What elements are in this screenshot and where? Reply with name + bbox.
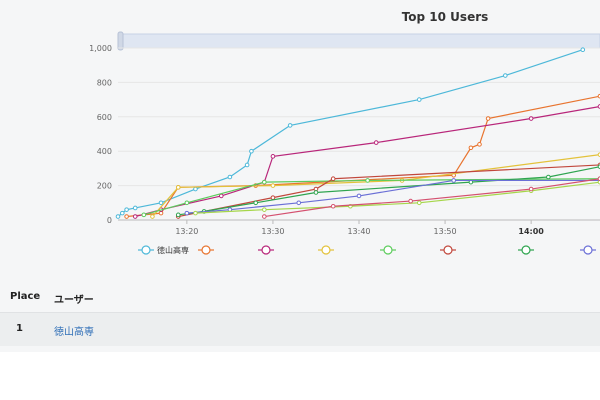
y-tick-label: 600: [97, 113, 112, 122]
data-point: [249, 148, 254, 154]
y-tick-label: 1,000: [89, 44, 112, 53]
data-point: [330, 176, 336, 182]
data-point: [124, 214, 129, 219]
data-point: [485, 116, 491, 121]
series-line: [126, 95, 600, 218]
data-point: [416, 200, 422, 206]
data-point: [124, 207, 129, 212]
table-row: 1 徳山高専: [0, 312, 600, 346]
data-point: [477, 142, 482, 147]
data-point: [580, 47, 586, 53]
data-point: [503, 73, 508, 78]
data-point: [120, 210, 125, 216]
data-point: [262, 214, 267, 219]
data-point: [262, 207, 267, 212]
table-header-row: Place ユーザー: [0, 282, 600, 312]
row-user-link[interactable]: 徳山高専: [54, 327, 94, 338]
legend-swatch: [261, 245, 271, 255]
legend-swatch: [521, 245, 531, 255]
data-point: [184, 200, 190, 206]
data-point: [132, 214, 138, 219]
data-point: [253, 200, 259, 206]
series-line: [186, 179, 600, 214]
data-point: [408, 198, 413, 204]
data-point: [193, 186, 198, 192]
chart-title: Top 10 Users: [401, 10, 489, 24]
data-point: [528, 116, 534, 121]
data-point: [244, 162, 250, 168]
data-point: [451, 178, 456, 183]
row-place: 1: [16, 323, 23, 334]
data-point: [468, 145, 474, 151]
data-point: [262, 179, 267, 185]
data-point: [546, 174, 551, 180]
data-point: [528, 186, 534, 192]
data-point: [141, 212, 147, 218]
data-point: [175, 212, 181, 218]
legend-swatch: [443, 245, 453, 255]
ranking-table: Place ユーザー 1 徳山高専: [0, 282, 600, 346]
legend-swatch: [583, 245, 593, 255]
legend-label: 徳山高専: [157, 245, 189, 255]
data-point: [115, 214, 121, 219]
x-tick-label: 13:50: [434, 227, 457, 236]
line-chart: 0 200 400 600 800 1,000 13:20 13:30 13:40 13:50 14…: [89, 31, 600, 255]
header-user: ユーザー: [54, 295, 94, 306]
data-point: [184, 210, 190, 216]
y-tick-label: 800: [97, 78, 112, 87]
series-line: [195, 181, 600, 214]
data-point: [365, 178, 370, 183]
header-place: Place: [10, 291, 41, 302]
data-point: [270, 154, 276, 159]
data-point: [158, 200, 164, 206]
data-point: [193, 210, 198, 216]
data-point: [218, 193, 224, 199]
series-line: [135, 105, 600, 218]
data-point: [330, 203, 336, 209]
data-point: [287, 123, 293, 128]
legend-swatch: [383, 245, 393, 255]
zoom-handle: [117, 31, 124, 51]
legend-swatch: [141, 245, 151, 255]
y-tick-label: 400: [97, 147, 112, 156]
data-point: [175, 185, 181, 190]
x-tick-label: 13:40: [347, 227, 370, 236]
x-tick-label: 13:20: [175, 227, 198, 236]
data-point: [296, 200, 302, 206]
data-point: [150, 214, 155, 219]
y-tick-label: 0: [107, 216, 112, 225]
data-point: [270, 195, 276, 200]
series-line: [117, 49, 583, 218]
legend-swatch: [201, 245, 211, 255]
x-tick-label: 14:00: [518, 227, 544, 236]
chart-panel: 0 200 400 600 800 1,000 13:20 13:30 13:40 13:50 14…: [89, 10, 600, 255]
x-tick-label: 13:30: [261, 227, 284, 236]
legend-swatch: [321, 245, 331, 255]
zoom-band: [119, 33, 600, 49]
data-point: [132, 205, 138, 211]
data-point: [356, 193, 362, 199]
y-tick-label: 200: [97, 182, 112, 191]
data-point: [227, 174, 233, 180]
data-point: [373, 140, 379, 145]
data-point: [313, 190, 319, 195]
data-point: [270, 183, 276, 188]
data-point: [416, 97, 422, 102]
